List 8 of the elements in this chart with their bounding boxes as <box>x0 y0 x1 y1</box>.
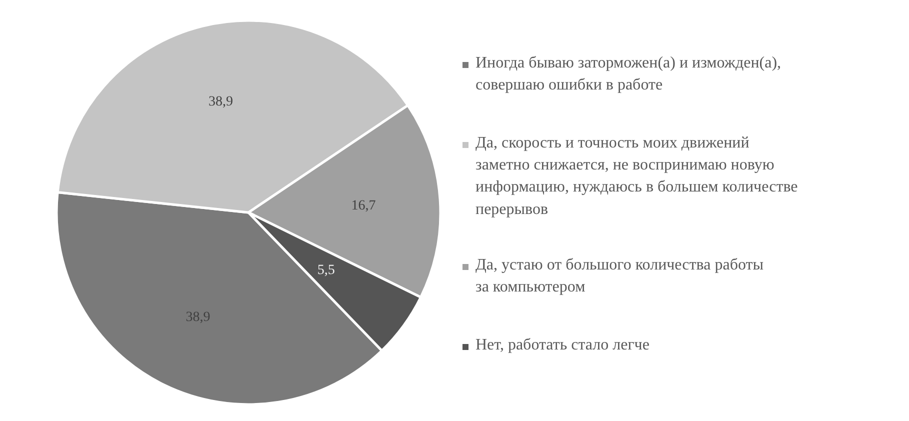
legend-label: Да, скорость и точность моих движений заметно снижается, не воспринимаю новую информацию, нуждаюсь в большем количестве перерывов <box>476 134 798 218</box>
legend-label: Да, устаю от большого количества работы за компьютером <box>476 256 764 296</box>
data-label: 38,9 <box>186 310 210 326</box>
legend-label: Иногда бываю заторможен(а) и изможден(а), совершаю ошибки в работе <box>476 54 782 94</box>
legend-label: Нет, работать стало легче <box>476 336 650 354</box>
data-label: 5,5 <box>317 263 335 278</box>
data-label: 16,7 <box>351 198 376 214</box>
data-label: 38,9 <box>208 94 233 110</box>
